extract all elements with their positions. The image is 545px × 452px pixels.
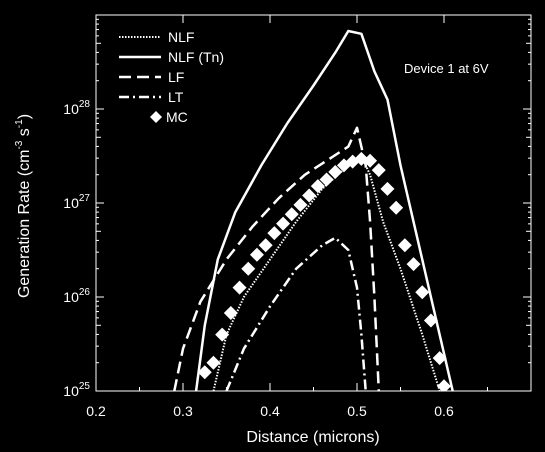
series-mc-point: [276, 216, 291, 231]
series-mc-point: [406, 257, 421, 272]
series-mc-point: [223, 305, 238, 320]
series-lt-line: [225, 236, 367, 391]
y-axis-label-mid: s: [16, 128, 33, 140]
y-axis-label-main: Generation Rate (cm: [16, 150, 33, 299]
legend-label-nlf-tn: NLF (Tn): [168, 49, 224, 65]
series-mc-point: [197, 365, 212, 380]
series-mc-point: [380, 181, 395, 196]
series-nlf-tn-line: [194, 29, 454, 391]
series-group: [173, 29, 454, 391]
series-lf-line: [173, 126, 381, 391]
legend-label-lf: LF: [168, 69, 184, 85]
y-axis-label: Generation Rate (cm-3 s-1): [14, 114, 33, 298]
series-mc-point: [371, 163, 386, 178]
legend-label-nlf: NLF: [168, 29, 194, 45]
y-tick-label: 1025: [63, 381, 90, 399]
series-mc-point: [319, 172, 334, 187]
x-tick-label: 0.4: [260, 403, 280, 419]
series-mc-point: [415, 285, 430, 300]
y-axis-label-sup2: -1: [14, 119, 25, 128]
series-mc-point: [302, 188, 317, 203]
legend-swatch-mc: [150, 111, 162, 123]
series-mc-point: [389, 200, 404, 215]
series-mc-point: [284, 207, 299, 222]
legend-label-lt: LT: [168, 89, 184, 105]
x-axis-label: Distance (microns): [246, 429, 379, 446]
series-mc-point: [328, 164, 343, 179]
y-axis-label-end: ): [16, 114, 33, 119]
series-mc-point: [215, 327, 230, 342]
series-mc-point: [241, 261, 256, 276]
series-mc-point: [249, 247, 264, 262]
annotation-device: Device 1 at 6V: [404, 61, 489, 76]
series-mc-point: [397, 238, 412, 253]
series-mc-point: [423, 313, 438, 328]
series-mc-point: [310, 179, 325, 194]
series-layer: [173, 29, 454, 391]
y-tick-label: 1028: [63, 99, 90, 117]
series-mc-point: [432, 351, 447, 366]
series-mc-point: [232, 280, 247, 295]
y-tick-label: 1027: [63, 193, 90, 211]
series-mc-point: [267, 226, 282, 241]
legend: NLF NLF (Tn) LF LT MC: [119, 29, 224, 125]
y-tick-label: 1026: [63, 287, 90, 305]
y-axis-label-sup1: -3: [14, 140, 25, 149]
legend-label-mc: MC: [166, 109, 188, 125]
series-mc-point: [258, 238, 273, 253]
x-tick-label: 0.2: [86, 403, 106, 419]
series-mc-point: [206, 355, 221, 370]
x-tick-label: 0.6: [434, 403, 454, 419]
series-mc-point: [293, 197, 308, 212]
series-mc-point: [363, 153, 378, 168]
ticks-layer: 0.2 0.3 0.4 0.5 0.6 1025 1026 1027 1028: [63, 15, 531, 419]
x-tick-label: 0.3: [173, 403, 193, 419]
x-tick-label: 0.5: [347, 403, 367, 419]
